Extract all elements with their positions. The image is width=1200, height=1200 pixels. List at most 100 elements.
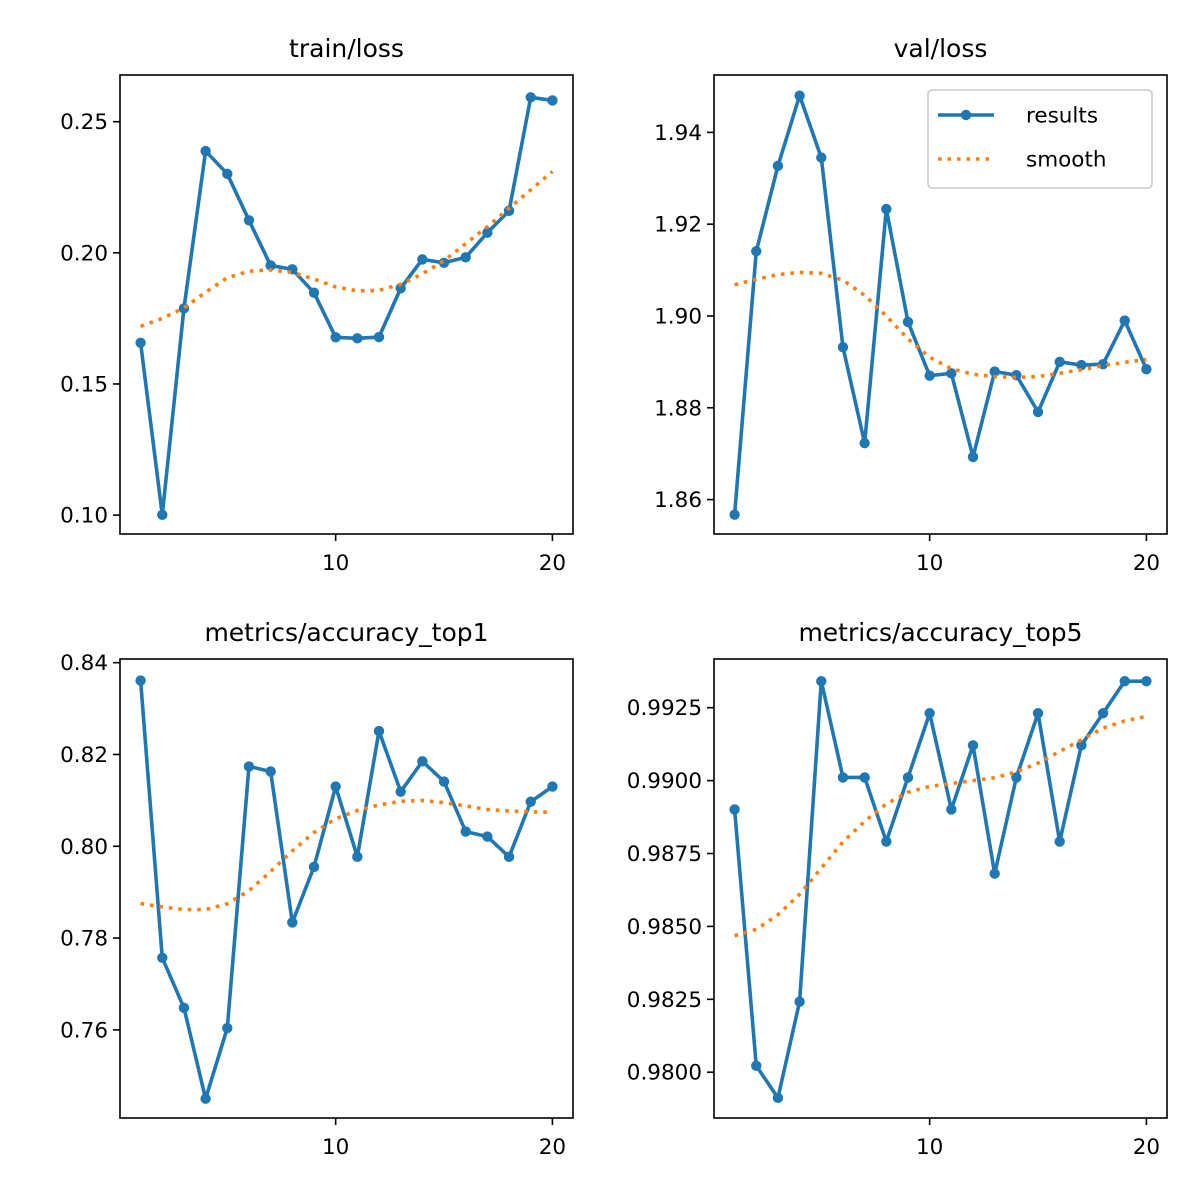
results-data-point	[1076, 359, 1087, 371]
results-data-point	[837, 772, 849, 783]
x-tick-label: 20	[539, 551, 566, 576]
results-data-point	[902, 316, 914, 328]
results-data-point	[503, 851, 515, 863]
results-data-point	[308, 861, 320, 873]
results-data-point	[352, 333, 363, 344]
results-data-point	[308, 287, 320, 298]
y-tick-label: 0.10	[60, 504, 108, 529]
axes-frame	[119, 74, 574, 535]
results-data-point	[222, 168, 233, 180]
results-data-point	[816, 152, 827, 163]
axes-frame	[119, 658, 574, 1119]
results-data-point	[373, 331, 385, 343]
subplot-accuracy-top5: metrics/accuracy_top5 0.9800 0.9825 0.9850…	[627, 618, 1168, 1160]
y-tick-label: 0.20	[60, 241, 108, 266]
results-data-point	[924, 370, 935, 381]
results-data-point	[989, 868, 1000, 879]
results-data-point	[946, 368, 957, 379]
x-tick-label: 10	[916, 1135, 943, 1160]
results-data-point	[816, 675, 827, 687]
results-data-point	[946, 804, 957, 815]
results-data-point	[438, 776, 450, 787]
results-data-point	[547, 781, 558, 792]
results-data-point	[460, 252, 471, 263]
results-data-point	[751, 246, 762, 257]
results-data-point	[1054, 836, 1065, 847]
results-data-point	[1141, 364, 1152, 375]
results-data-point	[1141, 675, 1152, 687]
y-tick-label: 1.86	[654, 488, 702, 513]
y-tick-label: 0.9875	[627, 842, 702, 867]
y-tick-label: 1.90	[654, 304, 702, 329]
legend: results smooth	[927, 89, 1153, 189]
results-data-point	[135, 675, 146, 686]
legend-marker-results	[960, 109, 972, 121]
results-data-point	[460, 826, 471, 837]
x-tick-label: 10	[916, 551, 943, 576]
results-data-point	[243, 761, 255, 772]
results-data-point	[135, 337, 146, 348]
results-data-point	[482, 227, 493, 238]
results-data-point	[525, 796, 536, 807]
x-tick-label: 20	[1133, 1135, 1160, 1160]
results-series-line	[732, 679, 1147, 1100]
smooth-series-line	[139, 170, 554, 328]
results-data-point	[395, 283, 406, 294]
results-data-point	[1032, 708, 1044, 719]
y-tick-label: 0.80	[60, 835, 108, 860]
results-data-point	[859, 437, 870, 449]
smooth-series-line	[140, 798, 553, 912]
results-data-point	[729, 509, 740, 520]
smooth-series-line	[734, 270, 1147, 380]
subplot-accuracy-top1: metrics/accuracy_top1 0.76 0.78 0.80 0.82 0.…	[60, 618, 574, 1160]
results-data-point	[200, 1093, 211, 1104]
x-tick-label: 20	[1133, 551, 1160, 576]
axes-frame	[713, 74, 1168, 535]
y-tick-label: 0.84	[60, 651, 108, 676]
results-data-point	[417, 756, 428, 767]
results-data-point	[417, 254, 428, 265]
results-data-point	[1119, 315, 1130, 326]
results-data-point	[859, 772, 870, 783]
results-data-point	[837, 341, 849, 353]
subplot-val-loss: val/loss 1.86 1.88 1.90 1.92 1.94 10 20 results…	[654, 34, 1168, 576]
results-data-point	[967, 451, 979, 463]
results-data-point	[352, 851, 363, 863]
plot-title: metrics/accuracy_top1	[204, 618, 488, 647]
results-data-point	[178, 303, 190, 314]
subplot-train-loss: train/loss 0.10 0.15 0.20 0.25 10 20	[60, 34, 574, 576]
results-data-point	[772, 1092, 784, 1104]
results-data-point	[772, 160, 784, 172]
results-data-point	[265, 260, 276, 271]
plot-title: train/loss	[289, 34, 404, 63]
results-data-point	[1032, 406, 1044, 418]
results-data-point	[794, 996, 805, 1007]
y-tick-label: 0.9900	[627, 769, 702, 794]
results-data-point	[1076, 740, 1087, 751]
legend-label-smooth: smooth	[1026, 148, 1107, 173]
results-data-point	[482, 831, 493, 842]
results-data-point	[1119, 675, 1130, 687]
results-data-point	[881, 836, 892, 847]
results-data-point	[967, 740, 979, 751]
results-data-point	[751, 1060, 762, 1072]
results-data-point	[1097, 708, 1109, 719]
y-tick-label: 1.92	[654, 213, 702, 238]
plot-title: metrics/accuracy_top5	[798, 618, 1082, 647]
results-data-point	[989, 366, 1000, 377]
results-data-point	[287, 917, 298, 928]
y-tick-label: 0.76	[60, 1018, 108, 1043]
results-data-point	[547, 95, 558, 106]
results-data-point	[265, 766, 276, 777]
y-tick-label: 1.94	[654, 121, 702, 146]
results-data-point	[200, 145, 211, 157]
y-tick-label: 1.88	[654, 396, 702, 421]
x-tick-label: 10	[322, 551, 349, 576]
y-tick-label: 0.9800	[627, 1061, 702, 1086]
y-tick-label: 0.78	[60, 927, 108, 952]
results-data-point	[525, 92, 536, 103]
y-tick-label: 0.9925	[627, 696, 702, 721]
results-data-point	[729, 804, 740, 815]
results-data-point	[243, 215, 255, 226]
